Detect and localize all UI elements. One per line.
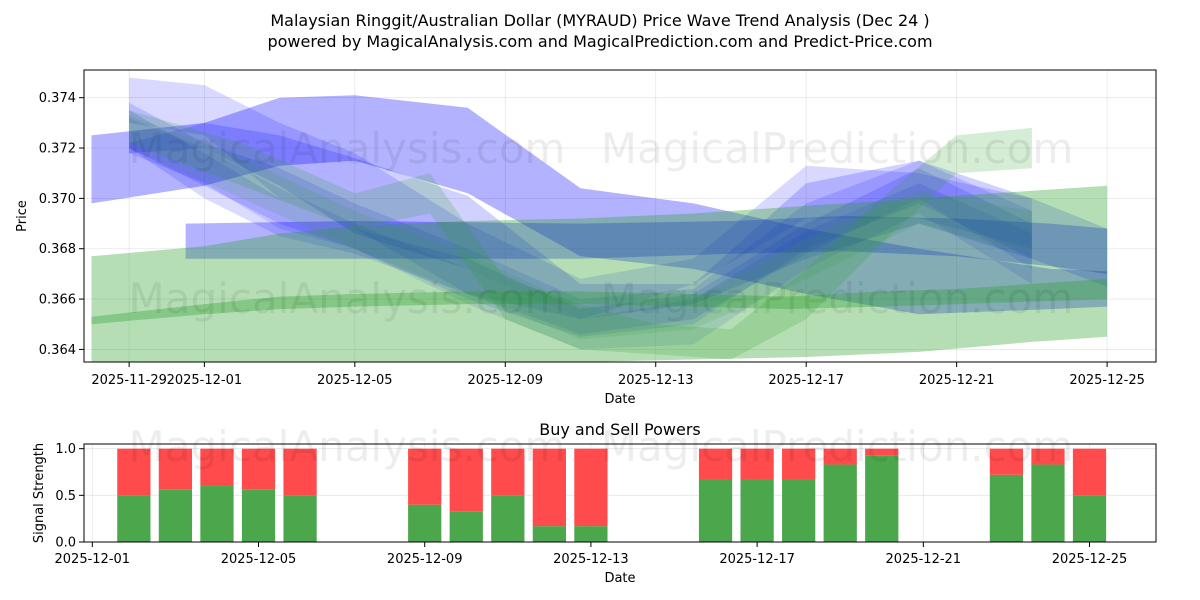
buy-sell-title: Buy and Sell Powers [539,420,701,439]
price-y-tick-label: 0.372 [39,142,76,157]
sell-power-bar [491,448,525,496]
sell-power-bar [449,448,483,512]
price-x-tick-label: 2025-12-09 [467,373,543,388]
buy-power-bar [491,495,525,542]
price-x-axis: 2025-11-29 2025-12-01 2025-12-05 2025-12-09… [91,362,1145,388]
power-x-tick-label: 2025-12-25 [1052,552,1128,567]
sell-power-bar [823,448,857,465]
sell-power-bar [408,448,442,505]
price-y-tick-label: 0.374 [39,91,76,106]
power-x-tick-label: 2025-12-21 [886,552,962,567]
sell-power-bar [574,448,608,527]
buy-power-bar [740,479,774,542]
sell-power-bar [241,448,276,490]
price-plot-area [84,70,1156,362]
power-y-tick-label: 0.5 [55,489,76,504]
buy-sell-chart: Buy and Sell Powers MagicalAnalysis.com … [32,420,1157,586]
wave-band-blue-wave-4 [129,102,1032,337]
buy-power-bar [241,489,276,542]
buy-power-bar [865,455,899,542]
sell-power-bar [1072,448,1107,496]
price-y-axis: 0.364 0.366 0.368 0.370 0.372 0.374 [39,91,84,358]
sell-power-bar [989,448,1024,475]
price-x-tick-label: 2025-12-01 [167,373,243,388]
power-x-tick-label: 2025-12-17 [719,552,795,567]
buy-power-bar [158,489,193,542]
buy-power-bar [283,495,317,542]
wave-band-green-wave-2 [91,278,1108,325]
price-x-tick-label: 2025-12-21 [919,373,995,388]
buy-power-bar [989,474,1024,542]
watermark-analysis-1: MagicalAnalysis.com [129,124,566,173]
power-y-tick-label: 1.0 [55,442,76,457]
sell-power-bar [698,448,733,480]
price-x-tick-label: 2025-11-29 [91,373,167,388]
price-grid [84,70,1156,362]
wave-band-blue-wave-3 [129,77,1032,320]
power-x-axis-title: Date [604,571,635,586]
price-y-tick-label: 0.366 [39,293,76,308]
sell-power-bar [283,448,317,496]
price-axes-frame [83,69,1157,363]
price-y-tick-label: 0.368 [39,242,76,257]
sell-power-bar [117,448,151,496]
power-x-tick-label: 2025-12-01 [55,552,131,567]
price-y-tick-label: 0.364 [39,343,76,358]
power-y-axis-title: Signal Strength [32,443,47,543]
watermark-analysis-2: MagicalAnalysis.com [129,274,566,323]
price-wave-bands [91,77,1108,362]
sell-power-bar [740,448,774,480]
wave-band-blue-wave-6 [129,117,1032,350]
power-y-axis: 0.0 0.5 1.0 [55,442,84,551]
figure-title-line-1: Malaysian Ringgit/Australian Dollar (MYR… [270,11,929,30]
sell-power-bar [1031,448,1065,465]
buy-power-bar [574,526,608,542]
price-y-axis-title: Price [15,200,30,232]
buy-power-bar [117,495,151,542]
buy-power-bar [200,485,234,542]
price-y-tick-label: 0.370 [39,192,76,207]
sell-power-bar [865,448,899,456]
sell-power-bar [158,448,193,490]
buy-power-bar [823,464,857,542]
power-axes-frame [83,443,1157,543]
sell-power-bar [200,448,234,486]
power-x-tick-label: 2025-12-09 [387,552,463,567]
power-x-axis: 2025-12-01 2025-12-05 2025-12-09 2025-12-13… [55,542,1128,567]
price-x-tick-label: 2025-12-05 [317,373,393,388]
buy-power-bar [532,526,566,542]
power-bars [117,448,1107,542]
power-y-tick-label: 0.0 [55,536,76,551]
watermark-prediction-3: MagicalPrediction.com [601,422,1074,471]
buy-power-bar [1072,495,1107,542]
figure-title-line-2: powered by MagicalAnalysis.com and Magic… [267,32,932,51]
wave-band-blue-wave-2 [129,122,1108,320]
price-x-tick-label: 2025-12-25 [1069,373,1145,388]
power-x-tick-label: 2025-12-05 [221,552,297,567]
buy-power-bar [408,504,442,542]
price-x-tick-label: 2025-12-13 [618,373,694,388]
buy-power-bar [782,479,816,542]
buy-power-bar [1031,464,1065,542]
buy-power-bar [698,479,733,542]
watermark-analysis-3: MagicalAnalysis.com [129,422,566,471]
watermark-prediction-2: MagicalPrediction.com [601,274,1074,323]
price-chart: MagicalAnalysis.com MagicalPrediction.co… [15,69,1157,407]
power-x-tick-label: 2025-12-13 [553,552,629,567]
buy-power-bar [449,511,483,542]
watermark-prediction-1: MagicalPrediction.com [601,124,1074,173]
wave-band-green-wave-3 [129,110,1032,360]
wave-band-blue-wave-1 [91,95,1108,315]
wave-band-blue-wave-7 [185,216,1108,274]
wave-band-green-wave-1 [91,185,1108,362]
sell-power-bar [782,448,816,480]
wave-band-green-wave-4 [129,115,1032,340]
price-x-tick-label: 2025-12-17 [768,373,844,388]
price-x-axis-title: Date [604,392,635,407]
sell-power-bar [532,448,566,527]
wave-band-blue-wave-5 [129,110,1032,335]
